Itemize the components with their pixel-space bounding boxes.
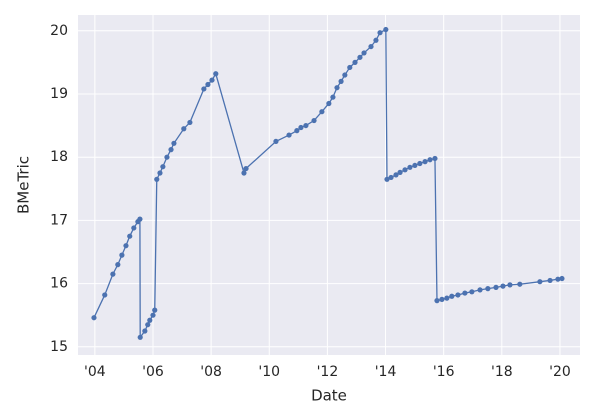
data-point [123,243,129,249]
x-tick-label: '14 [375,364,397,380]
y-tick-label: 18 [50,149,68,165]
data-point [393,172,399,178]
data-point [422,159,428,165]
data-point [286,132,292,138]
data-point [102,292,108,298]
x-tick-label: '08 [200,364,222,380]
y-tick-label: 15 [50,339,68,355]
data-point [407,164,413,170]
data-point [373,37,379,43]
data-point [241,170,247,176]
x-tick-label: '18 [491,364,513,380]
data-point [110,271,116,277]
data-point [384,176,390,182]
data-point [319,109,325,115]
data-point [368,43,374,50]
data-point [439,296,445,302]
data-point [537,279,543,285]
data-point [493,284,499,290]
data-point [131,225,137,231]
data-point [383,26,389,33]
y-tick-label: 20 [50,23,68,39]
data-point [91,315,97,321]
data-point [417,160,423,167]
plot-background [78,15,580,355]
data-point [444,295,450,301]
data-point [137,216,143,222]
data-point [311,117,317,124]
data-point [152,307,158,313]
data-point [154,176,160,182]
y-axis-title: BMeTric [15,156,33,214]
x-tick-label: '12 [317,364,339,380]
data-point [455,292,461,298]
data-point [330,94,336,100]
data-point [377,30,383,36]
y-tick-label: 19 [50,86,68,102]
data-point [160,164,166,170]
data-point [334,85,340,91]
data-point [127,233,133,239]
data-point [469,289,475,295]
data-point [157,170,163,176]
data-point [352,59,358,65]
data-point [294,128,300,134]
y-tick-label: 17 [50,212,68,228]
y-tick-label: 16 [50,276,68,292]
data-point [477,287,483,293]
data-point [164,154,170,160]
data-point [517,281,523,287]
data-point [412,162,418,169]
x-tick-label: '20 [549,364,571,380]
data-point [171,140,177,146]
data-point [347,64,353,71]
data-point [181,126,187,132]
data-point [507,282,513,288]
data-point [432,155,438,162]
data-point [273,138,279,144]
data-point [357,54,363,60]
data-point [361,50,367,56]
data-point [427,157,433,163]
data-point [298,124,304,131]
data-point [500,283,506,289]
data-point [547,277,553,284]
data-point [303,122,309,129]
data-point [462,290,468,296]
data-point [119,252,125,258]
data-point [150,312,156,318]
data-point [397,169,403,175]
x-tick-label: '16 [433,364,455,380]
data-point [209,77,215,83]
data-point [142,328,148,334]
data-point [485,286,491,292]
data-point [434,298,440,304]
data-point [326,100,332,107]
x-tick-label: '04 [84,364,106,380]
data-point [145,322,151,328]
data-point [201,86,207,92]
data-point [338,78,344,84]
data-point [555,276,561,282]
data-point [137,334,143,340]
x-tick-label: '10 [258,364,280,380]
data-point [187,119,193,126]
data-point [205,81,211,88]
x-axis-title: Date [311,387,347,405]
data-point [342,72,348,78]
x-tick-label: '06 [142,364,164,380]
data-point [168,147,174,153]
data-point [559,275,565,282]
data-point [115,262,121,268]
data-point [402,167,408,173]
data-point [449,293,455,299]
data-point [388,174,394,181]
data-point [147,317,153,323]
data-point [213,71,219,77]
data-point [243,165,249,172]
